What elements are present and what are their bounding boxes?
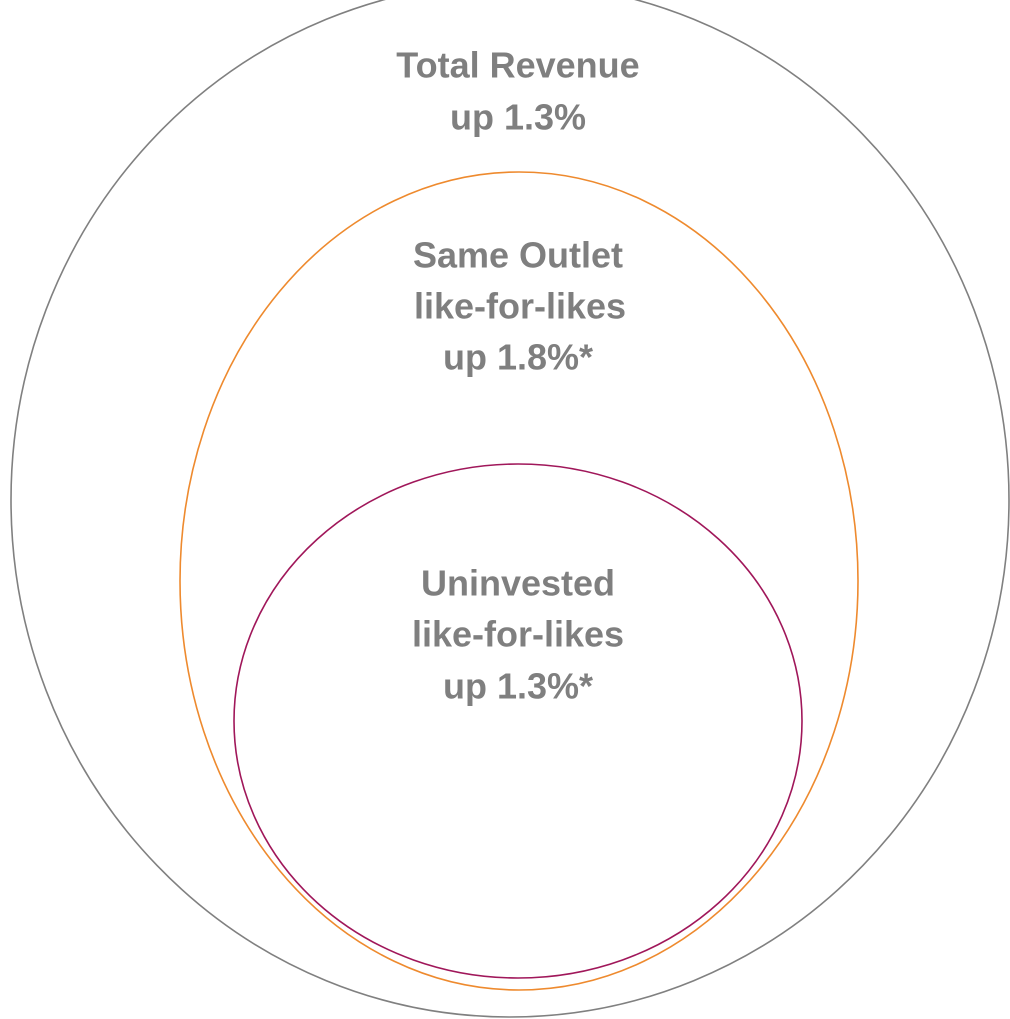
same-outlet-ellipse [179, 171, 859, 991]
uninvested-ellipse [233, 463, 803, 979]
total-revenue-ellipse [10, 0, 1010, 1018]
label-line: Total Revenue [396, 45, 639, 86]
label-line: like-for-likes [414, 286, 626, 327]
label-line: like-for-likes [412, 614, 624, 655]
label-line: up 1.8%* [443, 337, 593, 378]
label-line: up 1.3%* [443, 666, 593, 707]
label-line: Uninvested [421, 563, 615, 604]
label-line: up 1.3% [450, 97, 586, 138]
label-line: Same Outlet [413, 235, 623, 276]
